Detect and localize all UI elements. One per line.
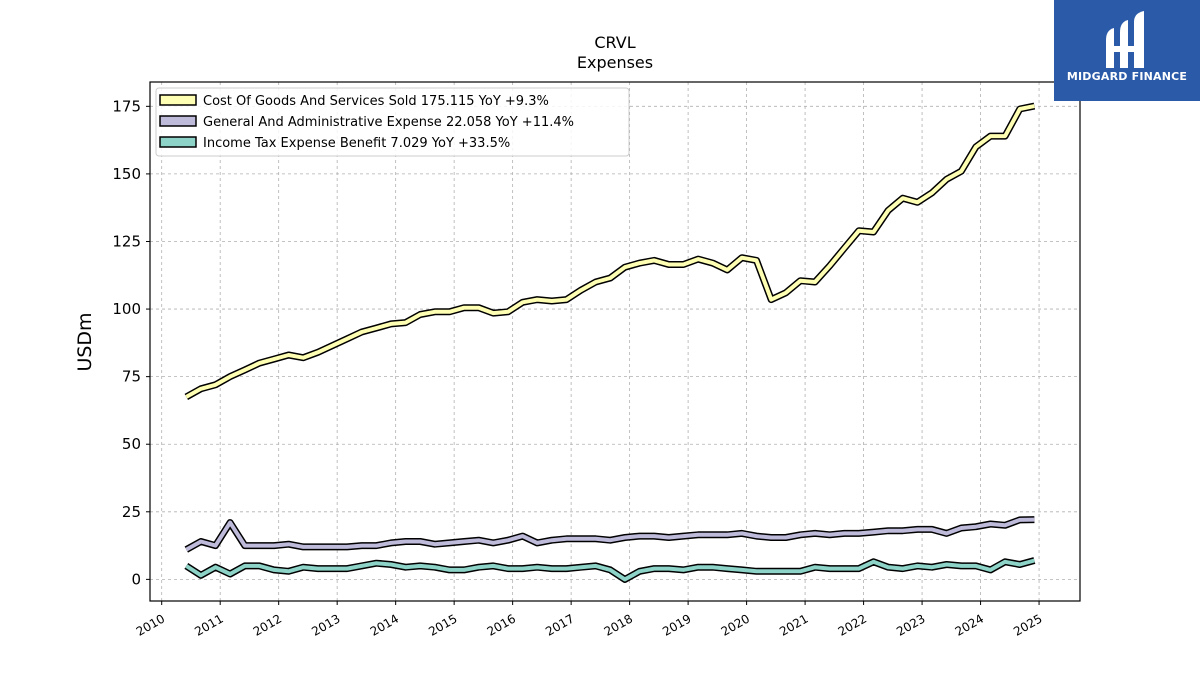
- legend-swatch: [159, 94, 197, 106]
- y-tick-label: 175: [112, 97, 141, 115]
- legend-label: General And Administrative Expense 22.05…: [203, 115, 574, 130]
- y-tick-label: 50: [122, 435, 141, 453]
- x-tick-label: 2020: [719, 611, 752, 638]
- brand-logo-icon: [1106, 11, 1144, 68]
- y-tick-label: 100: [112, 300, 141, 318]
- y-tick-label: 150: [112, 165, 141, 183]
- y-tick-label: 75: [122, 368, 141, 386]
- brand-logo-text: MIDGARD FINANCE: [1066, 70, 1188, 83]
- x-tick-label: 2024: [953, 611, 986, 638]
- series-layer: [184, 102, 1036, 583]
- x-tick-label: 2019: [660, 611, 693, 638]
- y-tick-label: 25: [122, 503, 141, 521]
- grid-lines: [150, 82, 1080, 601]
- x-tick-label: 2021: [777, 611, 810, 638]
- x-tick-label: 2014: [368, 611, 401, 638]
- chart-title: CRVL: [594, 33, 635, 52]
- x-tick-label: 2012: [251, 611, 284, 638]
- series-line: [185, 104, 1035, 399]
- legend-frame: [155, 87, 630, 157]
- x-tick-label: 2011: [192, 611, 225, 638]
- y-axis-label: USDm: [74, 312, 96, 371]
- legend-swatch: [159, 136, 197, 148]
- x-tick-label: 2017: [543, 611, 576, 638]
- y-tick-label: 0: [131, 570, 141, 588]
- x-axis: 2010 2011 2012 2013 2014 2015 2016 2017 2018 2019…: [134, 601, 1045, 639]
- legend-swatch: [159, 115, 197, 127]
- x-tick-label: 2015: [426, 611, 459, 638]
- x-tick-label: 2023: [894, 611, 927, 638]
- legend-label: Income Tax Expense Benefit 7.029 YoY +33…: [203, 136, 510, 151]
- y-tick-label: 125: [112, 232, 141, 250]
- x-tick-label: 2018: [602, 611, 635, 638]
- x-tick-label: 2016: [485, 611, 518, 638]
- chart-subtitle: Expenses: [577, 53, 653, 72]
- plot-frame: [149, 81, 1081, 602]
- y-axis: 0 25 50 75 100 125 150 175: [112, 97, 150, 588]
- x-tick-label: 2010: [134, 611, 167, 638]
- x-tick-label: 2025: [1011, 611, 1044, 638]
- brand-logo: MIDGARD FINANCE: [1054, 0, 1200, 101]
- series-line: [185, 558, 1035, 582]
- x-tick-label: 2013: [309, 611, 342, 638]
- legend-label: Cost Of Goods And Services Sold 175.115 …: [203, 94, 549, 109]
- series-line: [185, 517, 1035, 552]
- x-tick-label: 2022: [836, 611, 869, 638]
- legend: Cost Of Goods And Services Sold 175.115 …: [155, 87, 630, 157]
